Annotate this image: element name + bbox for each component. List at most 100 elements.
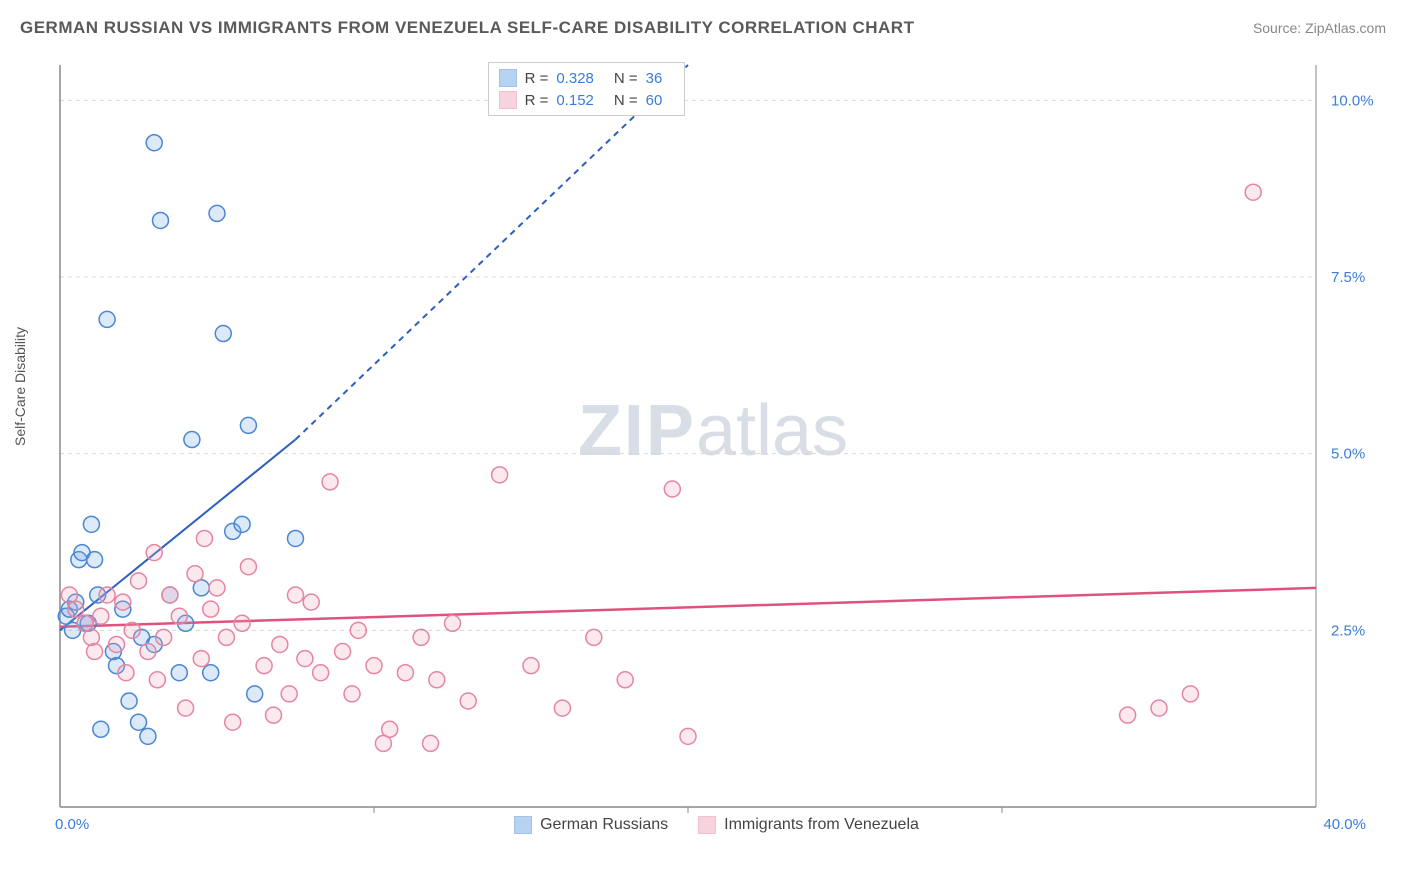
data-point (184, 432, 200, 448)
data-point (423, 735, 439, 751)
data-point (1120, 707, 1136, 723)
data-point (1245, 184, 1261, 200)
data-point (61, 587, 77, 603)
data-point (492, 467, 508, 483)
n-label: N = (614, 92, 638, 109)
data-point (247, 686, 263, 702)
data-point (93, 608, 109, 624)
data-point (382, 721, 398, 737)
data-point (272, 636, 288, 652)
data-point (218, 629, 234, 645)
data-point (149, 672, 165, 688)
data-point (240, 417, 256, 433)
data-point (225, 714, 241, 730)
n-value: 36 (646, 70, 663, 87)
data-point (83, 629, 99, 645)
data-point (350, 622, 366, 638)
data-point (146, 545, 162, 561)
x-tick-label: 40.0% (1323, 816, 1366, 832)
legend-item: Immigrants from Venezuela (698, 816, 919, 834)
data-point (156, 629, 172, 645)
data-point (297, 651, 313, 667)
data-point (115, 594, 131, 610)
data-point (303, 594, 319, 610)
chart-area: ZIPatlas 2.5%5.0%7.5%10.0%0.0%40.0% R =0… (50, 60, 1376, 832)
legend-item: German Russians (514, 816, 668, 834)
data-point (680, 728, 696, 744)
data-point (121, 693, 137, 709)
legend-series-name: Immigrants from Venezuela (724, 816, 919, 834)
y-tick-label: 5.0% (1331, 446, 1365, 463)
data-point (171, 665, 187, 681)
x-tick-label: 0.0% (55, 816, 89, 832)
data-point (178, 700, 194, 716)
y-tick-label: 2.5% (1331, 622, 1365, 639)
data-point (256, 658, 272, 674)
data-point (322, 474, 338, 490)
data-point (523, 658, 539, 674)
data-point (445, 615, 461, 631)
data-point (366, 658, 382, 674)
data-point (234, 615, 250, 631)
data-point (344, 686, 360, 702)
data-point (196, 530, 212, 546)
legend-swatch-icon (499, 69, 517, 87)
legend-swatch-icon (499, 91, 517, 109)
data-point (193, 651, 209, 667)
data-point (203, 665, 219, 681)
data-point (152, 212, 168, 228)
data-point (234, 516, 250, 532)
data-point (146, 135, 162, 151)
data-point (288, 530, 304, 546)
r-label: R = (525, 92, 549, 109)
data-point (413, 629, 429, 645)
y-tick-label: 10.0% (1331, 92, 1374, 109)
scatter-plot: 2.5% 5.0% 7.5% 10.0% 0.0% 40.0% (50, 60, 1376, 832)
data-point (118, 665, 134, 681)
data-point (281, 686, 297, 702)
legend-series-name: German Russians (540, 816, 668, 834)
correlation-stats-legend: R = 0.328 N = 36 R = 0.152 N = 60 (488, 62, 686, 116)
data-point (460, 693, 476, 709)
y-tick-label: 7.5% (1331, 269, 1365, 286)
data-point (131, 573, 147, 589)
data-point (429, 672, 445, 688)
data-point (99, 311, 115, 327)
data-point (99, 587, 115, 603)
data-point (209, 205, 225, 221)
data-point (203, 601, 219, 617)
data-point (109, 636, 125, 652)
r-value: 0.152 (556, 92, 594, 109)
n-value: 60 (646, 92, 663, 109)
data-point (93, 721, 109, 737)
data-point (83, 516, 99, 532)
data-point (664, 481, 680, 497)
data-point (288, 587, 304, 603)
data-point (131, 714, 147, 730)
data-point (617, 672, 633, 688)
data-point (586, 629, 602, 645)
r-label: R = (525, 70, 549, 87)
data-point (335, 644, 351, 660)
data-point (1182, 686, 1198, 702)
chart-title: GERMAN RUSSIAN VS IMMIGRANTS FROM VENEZU… (20, 18, 914, 38)
data-point (240, 559, 256, 575)
series-legend: German Russians Immigrants from Venezuela (514, 816, 919, 834)
data-point (266, 707, 282, 723)
data-point (313, 665, 329, 681)
data-point (162, 587, 178, 603)
data-point (171, 608, 187, 624)
legend-swatch-icon (514, 816, 532, 834)
y-axis-label: Self-Care Disability (12, 327, 28, 446)
source-attribution: Source: ZipAtlas.com (1253, 20, 1386, 36)
data-point (209, 580, 225, 596)
data-point (187, 566, 203, 582)
data-point (87, 552, 103, 568)
data-point (87, 644, 103, 660)
data-point (124, 622, 140, 638)
n-label: N = (614, 70, 638, 87)
data-point (140, 728, 156, 744)
data-point (397, 665, 413, 681)
r-value: 0.328 (556, 70, 594, 87)
data-point (215, 326, 231, 342)
